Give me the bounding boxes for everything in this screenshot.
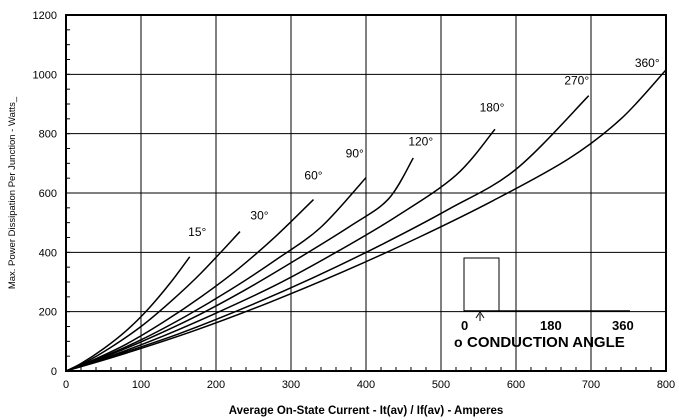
inset-label-180: 180 xyxy=(540,318,562,333)
series-labels: 15° 30° 60° 90° 120° 180° 270° 360° xyxy=(188,56,660,239)
series-label-4: 120° xyxy=(408,135,433,149)
y-tick-label: 0 xyxy=(51,366,57,378)
series-label-6: 270° xyxy=(564,74,589,88)
series-line-4 xyxy=(65,157,414,372)
x-tick-label: 300 xyxy=(282,379,300,391)
series-curves xyxy=(65,69,667,372)
series-line-1 xyxy=(65,231,241,372)
inset-caption: CONDUCTION ANGLE xyxy=(467,334,625,351)
x-tick-label: 400 xyxy=(357,379,375,391)
inset-pulse-box xyxy=(463,257,500,312)
series-line-6 xyxy=(65,95,590,372)
x-axis-label: Average On-State Current - It(av) / If(a… xyxy=(229,405,504,417)
y-tick-label: 800 xyxy=(39,129,57,141)
series-label-0: 15° xyxy=(188,225,206,239)
y-tick-label: 600 xyxy=(39,188,57,200)
x-tick-label: 600 xyxy=(507,379,525,391)
inset-label-360: 360 xyxy=(612,318,634,333)
y-tick-label: 200 xyxy=(39,307,57,319)
series-label-2: 60° xyxy=(304,169,322,183)
y-tick-label: 400 xyxy=(39,247,57,259)
inset-label-0: 0 xyxy=(461,318,468,333)
x-tick-label: 0 xyxy=(63,379,69,391)
series-label-5: 180° xyxy=(480,100,505,114)
series-label-1: 30° xyxy=(250,209,268,223)
y-tick-label: 1200 xyxy=(33,10,57,22)
x-tick-label: 100 xyxy=(132,379,150,391)
series-line-0 xyxy=(65,256,191,372)
inset-degree-marker: o xyxy=(454,334,463,350)
x-tick-label: 700 xyxy=(582,379,600,391)
axis-ticks: 0 100 200 300 400 500 600 700 800 0 200 400 600 800 10… xyxy=(33,10,676,391)
grid-lines xyxy=(66,15,666,371)
series-label-7: 360° xyxy=(635,56,660,70)
x-tick-label: 200 xyxy=(207,379,225,391)
y-axis-label: Max. Power Dissipation Per Junction - Wa… xyxy=(7,96,18,289)
x-tick-label: 800 xyxy=(657,379,675,391)
x-tick-label: 500 xyxy=(432,379,450,391)
series-line-7 xyxy=(65,69,667,372)
series-line-5 xyxy=(65,128,496,372)
conduction-angle-inset: 0 180 360 o CONDUCTION ANGLE xyxy=(454,257,634,351)
inset-arrow-head xyxy=(475,311,485,319)
y-tick-label: 1000 xyxy=(33,69,57,81)
series-label-3: 90° xyxy=(346,146,364,160)
